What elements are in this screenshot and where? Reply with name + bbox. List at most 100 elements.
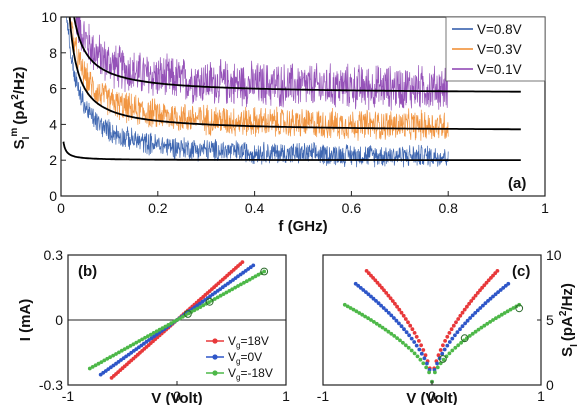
panel-b-data-point — [239, 282, 243, 287]
panel-c-data-point — [460, 310, 465, 315]
panel-c-data-point — [498, 288, 503, 292]
panel-a-legend-label: V=0.1V — [477, 62, 522, 77]
panel-a-x-tick-label: 1 — [541, 200, 549, 216]
panel-a-x-axis-label: f (GHz) — [278, 218, 327, 235]
panel-c-data-point — [435, 361, 439, 366]
panel-b-data-point — [218, 293, 223, 298]
panel-c-data-point — [389, 331, 394, 336]
panel-c-data-point — [342, 302, 347, 307]
panel-a-x-tick-label: 0 — [57, 200, 65, 216]
panel-c-data-point — [384, 308, 389, 313]
panel-c-data-point — [366, 316, 370, 321]
panel-b-data-point — [215, 295, 220, 300]
panel-c-data-point — [479, 325, 484, 330]
panel-c-data-point — [407, 333, 411, 338]
panel-c-data-point — [473, 293, 478, 298]
panel-c-data-point — [395, 304, 399, 309]
panel-c-data-point — [357, 311, 362, 315]
panel-c-data-point — [406, 345, 411, 350]
panel-c-data-point — [445, 334, 450, 339]
panel-c-data-point — [506, 281, 511, 286]
panel-c-data-point — [467, 301, 471, 306]
panel-c-data-point — [455, 330, 460, 335]
panel-c-data-point — [379, 303, 383, 308]
panel-c-data-point — [361, 288, 366, 292]
panel-b-data-point — [154, 329, 159, 334]
panel-b-x-tick-label: 0 — [173, 388, 181, 404]
panel-c-data-point — [423, 353, 428, 358]
panel-c-data-point — [511, 306, 516, 310]
panel-b-data-point — [189, 310, 194, 314]
panel-c-y-tick-label: 0 — [546, 377, 554, 393]
panel-b-data-point — [157, 327, 162, 332]
panel-c-series-group — [342, 269, 522, 384]
panel-b-data-point — [172, 319, 177, 324]
panel-b-data-point — [93, 363, 98, 368]
panel-b-data-point — [207, 300, 211, 305]
panel-c-data-point — [485, 321, 490, 326]
panel-b-y-axis-label: I (mA) — [17, 299, 34, 342]
panel-b-data-point — [230, 287, 235, 292]
panel-c-data-point — [450, 348, 455, 353]
panel-b-data-point — [140, 337, 145, 342]
panel-c-data-point — [354, 309, 359, 314]
panel-b-data-point — [160, 326, 165, 330]
panel-c-data-point — [459, 340, 463, 345]
panel-b-circled-point — [260, 267, 269, 276]
panel-c-data-point — [495, 269, 500, 273]
panel-b-y-tick-label: 0 — [55, 312, 63, 328]
panel-a-x-tick-label: 0.4 — [245, 200, 265, 216]
panel-a-x-tick-label: 0.2 — [148, 200, 168, 216]
panel-c-data-point — [438, 348, 443, 352]
panel-c-data-point — [468, 316, 472, 320]
panel-b-legend-marker — [212, 370, 218, 376]
panel-a-series-group — [66, 17, 449, 168]
panel-c-data-point — [399, 310, 404, 315]
panel-b-data-point — [233, 285, 238, 290]
panel-b-data-point — [204, 301, 209, 306]
panel-a-fit-v-0-1v — [73, 17, 521, 93]
panel-c-data-point — [401, 340, 405, 345]
panel-b-data-point — [142, 341, 146, 346]
panel-c-data-point — [453, 345, 458, 350]
panel-c-data-point — [348, 306, 353, 310]
panel-b-y-tick-label: 0.3 — [44, 247, 64, 263]
panel-c-data-point — [389, 313, 394, 318]
panel-c-circled-point — [460, 334, 469, 343]
panel-c-data-point — [491, 273, 495, 278]
panel-c-data-point — [445, 343, 450, 348]
panel-c-data-point — [395, 336, 399, 340]
panel-c-y-tick-label: 10 — [546, 247, 562, 263]
panel-c-y-axis-label: SI(pA2/Hz) — [558, 283, 580, 357]
panel-b-circled-point — [205, 297, 214, 306]
panel-b-data-point — [111, 353, 115, 358]
panel-c-data-point — [508, 307, 513, 312]
panel-b-data-point — [169, 321, 174, 326]
panel-b-data-point — [201, 303, 206, 308]
panel-b-ticks: -1 0 1 -0.3 0 0.3 — [39, 247, 290, 404]
panel-c-data-point — [473, 311, 478, 315]
panel-c-data-point — [358, 286, 363, 290]
panel-c-data-point — [502, 311, 507, 315]
panel-c-data-point — [345, 304, 350, 309]
panel-c-data-point — [486, 278, 491, 283]
panel-a-y-tick-label: 10 — [41, 9, 57, 25]
panel-c-data-point — [380, 325, 385, 330]
panel-c-circled-points — [439, 304, 524, 363]
panel-b-data-point — [256, 272, 261, 277]
panel-c-data-point — [436, 353, 441, 358]
panel-c-data-point — [364, 290, 368, 294]
panel-b-data-point — [251, 263, 256, 268]
panel-b-data-point — [242, 280, 246, 285]
panel-c-data-point — [372, 320, 376, 324]
panel-c-data-point — [388, 296, 393, 301]
panel-c-data-point — [371, 296, 376, 301]
panel-b-data-point — [195, 306, 200, 311]
panel-c-data-point — [499, 312, 504, 317]
panel-c-data-point — [419, 351, 424, 356]
panel-c-data-point — [494, 316, 498, 321]
panel-c-circled-point — [439, 355, 447, 363]
panel-c-data-point — [397, 307, 402, 312]
